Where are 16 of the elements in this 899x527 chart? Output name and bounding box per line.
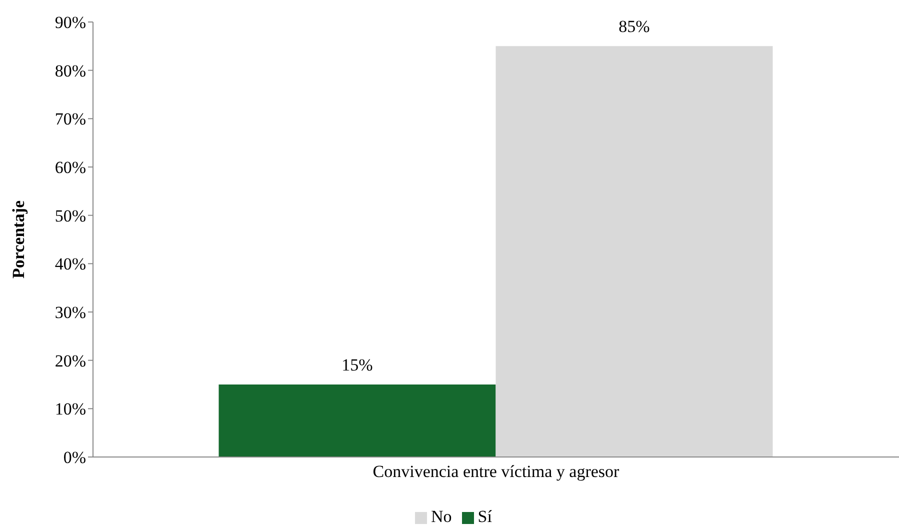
y-tick-label: 30% xyxy=(54,303,86,322)
y-tick-label: 70% xyxy=(54,110,86,129)
y-tick-label: 0% xyxy=(63,448,86,468)
legend-label: No xyxy=(431,507,452,526)
x-tick-label: Convivencia entre víctima y agresor xyxy=(372,462,620,482)
legend-label: Sí xyxy=(478,507,492,526)
data-label: 85% xyxy=(618,17,650,36)
data-label: 15% xyxy=(342,356,373,374)
y-tick-label: 90% xyxy=(54,13,86,32)
y-tick-label: 40% xyxy=(54,254,86,274)
y-tick-label: 20% xyxy=(54,351,86,370)
y-tick-label: 60% xyxy=(54,158,86,178)
y-tick-label: 50% xyxy=(54,206,86,226)
y-axis-title: Porcentaje xyxy=(9,200,28,279)
y-tick-label: 10% xyxy=(54,400,86,419)
y-tick-label: 80% xyxy=(54,61,86,80)
